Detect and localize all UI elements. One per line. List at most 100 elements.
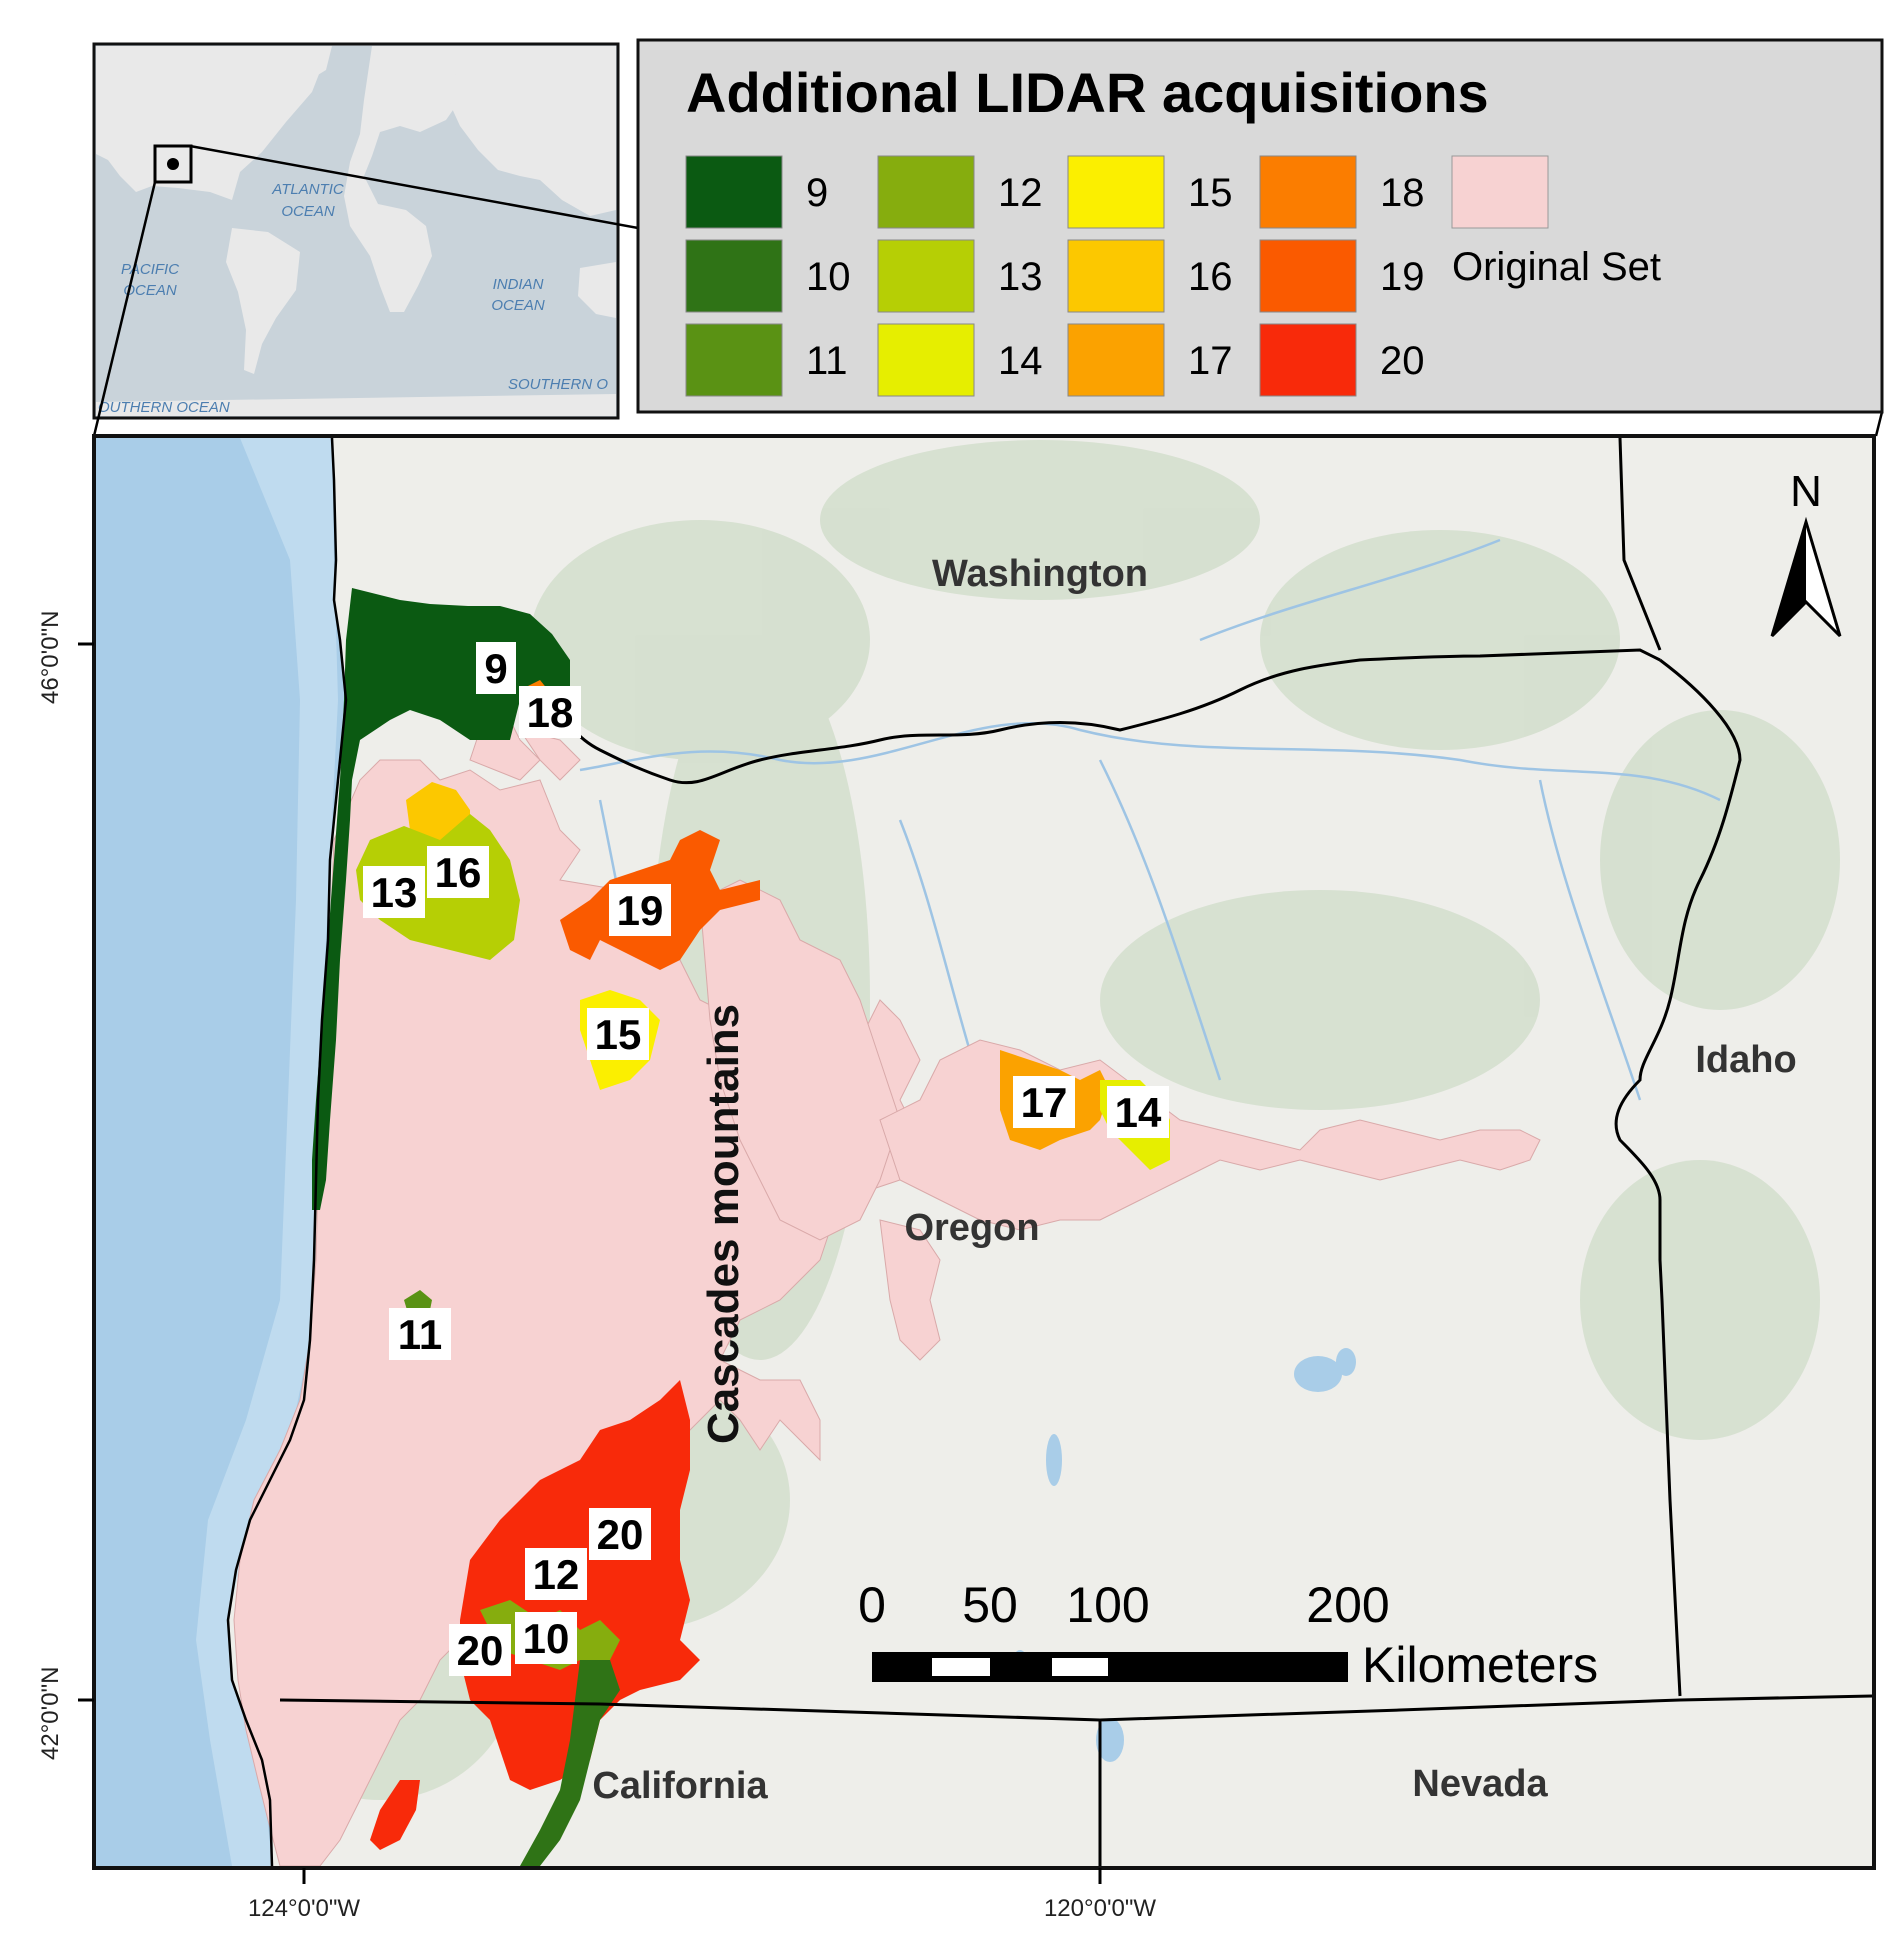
legend-label-9: 9 — [806, 171, 828, 215]
area-label-box-9 — [589, 1508, 651, 1560]
continental-shelf — [196, 438, 338, 1866]
area-label-14: 14 — [1115, 1089, 1162, 1136]
area-10 — [520, 1660, 620, 1866]
legend-title: Additional LIDAR acquisitions — [686, 61, 1489, 124]
graticule — [78, 642, 1102, 1884]
area-label-box-11 — [449, 1624, 511, 1676]
state-label-oregon: Oregon — [904, 1207, 1039, 1249]
inset-eurafrica — [344, 46, 470, 312]
legend-swatch-18 — [1259, 155, 1357, 229]
legend-swatch-13 — [877, 239, 975, 313]
legend-swatch-15 — [1067, 155, 1165, 229]
legend-label-17: 17 — [1188, 339, 1233, 383]
legend-swatch-10 — [685, 239, 783, 313]
legend-label-19: 19 — [1380, 255, 1425, 299]
original-set-cascades-ext — [699, 879, 901, 1241]
ocean-label-southern-left: OUTHERN OCEAN — [98, 399, 230, 416]
north-label: N — [1790, 467, 1822, 516]
scale-tick-0: 0 — [858, 1577, 886, 1633]
ocean-label-indian: INDIAN — [493, 276, 544, 293]
inset-antarctica — [96, 394, 616, 416]
state-label-idaho: Idaho — [1695, 1039, 1796, 1081]
coastline — [226, 438, 348, 1866]
border-or-id-snake — [1614, 658, 1742, 1697]
legend-swatch-9 — [685, 155, 783, 229]
area-20-sw — [370, 1780, 420, 1850]
area-label-box-6 — [1013, 1076, 1075, 1128]
inset-location-dot — [167, 158, 179, 170]
legend-label-15: 15 — [1188, 171, 1233, 215]
inset-australia — [578, 262, 616, 318]
scale-tick-50: 50 — [962, 1577, 1018, 1633]
legend-label-11: 11 — [806, 339, 848, 383]
border-columbia-river — [552, 648, 1661, 785]
area-label-box-12 — [515, 1612, 577, 1664]
scale-tick-200: 200 — [1306, 1577, 1389, 1633]
leader-line-right — [1874, 411, 1884, 437]
legend-label-16: 16 — [1188, 255, 1233, 299]
lon-label-124: 124°0'0"W — [248, 1895, 360, 1922]
legend-label-12: 12 — [998, 171, 1043, 215]
legend-label-14: 14 — [998, 339, 1043, 383]
scale-bar: 0 50 100 200 Kilometers — [858, 1577, 1598, 1693]
area-label-16: 16 — [435, 849, 482, 896]
lat-label-46: 46°0'0"N — [37, 611, 64, 704]
area-label-box-7 — [1107, 1086, 1169, 1138]
legend-panel: Additional LIDAR acquisitions 9 10 11 12 13 1… — [636, 38, 1884, 414]
main-map — [96, 438, 1872, 1866]
legend-swatch-original-set — [1451, 155, 1549, 229]
area-label-box-10 — [525, 1548, 587, 1600]
scale-tick-100: 100 — [1066, 1577, 1149, 1633]
area-label-box-0 — [476, 642, 516, 694]
area-label-12: 12 — [533, 1551, 580, 1598]
area-label-box-1 — [519, 686, 581, 738]
legend-swatch-11 — [685, 323, 783, 397]
area-label-19: 19 — [617, 887, 664, 934]
area-label-box-3 — [427, 846, 489, 898]
inset-greenland — [268, 46, 332, 86]
inset-south-america — [226, 228, 300, 374]
area-label-box-8 — [389, 1308, 451, 1360]
inset-asia — [450, 46, 616, 216]
legend-label-original-set: Original Set — [1452, 245, 1661, 289]
area-label-18: 18 — [527, 689, 574, 736]
leader-line-left — [92, 181, 157, 437]
north-arrow: N — [1770, 467, 1842, 638]
area-label-15: 15 — [595, 1011, 642, 1058]
legend-swatch-20 — [1259, 323, 1357, 397]
area-label-box-4 — [609, 884, 671, 936]
svg-text:OCEAN: OCEAN — [281, 203, 335, 220]
legend-swatch-17 — [1067, 323, 1165, 397]
border-or-ca-nv — [279, 1694, 1872, 1722]
scale-unit: Kilometers — [1362, 1637, 1598, 1693]
inset-world-map: ATLANTIC OCEAN PACIFIC OCEAN INDIAN OCEA… — [92, 42, 620, 420]
area-label-20: 20 — [457, 1627, 504, 1674]
legend-label-18: 18 — [1380, 171, 1425, 215]
area-label-17: 17 — [1021, 1079, 1068, 1126]
legend-swatch-16 — [1067, 239, 1165, 313]
area-label-20: 20 — [597, 1511, 644, 1558]
area-label-9: 9 — [484, 645, 507, 692]
pacific-ocean — [96, 438, 346, 1866]
area-label-11: 11 — [398, 1311, 442, 1358]
area-label-box-5 — [587, 1008, 649, 1060]
state-label-washington: Washington — [932, 553, 1148, 595]
ocean-label-pacific: PACIFIC — [121, 261, 179, 278]
state-label-california: California — [592, 1765, 768, 1807]
main-map-frame — [92, 434, 1876, 1870]
legend-label-20: 20 — [1380, 339, 1425, 383]
state-borders — [279, 438, 1872, 1866]
lon-label-120: 120°0'0"W — [1044, 1895, 1156, 1922]
state-label-nevada: Nevada — [1412, 1763, 1548, 1805]
area-label-10: 10 — [523, 1615, 570, 1662]
original-set-oregon-central — [879, 1219, 941, 1361]
legend-swatch-19 — [1259, 239, 1357, 313]
area-label-13: 13 — [371, 869, 418, 916]
ocean-label-atlantic: ATLANTIC — [271, 181, 344, 198]
svg-text:OCEAN: OCEAN — [491, 297, 545, 314]
legend-label-13: 13 — [998, 255, 1043, 299]
original-set-corner — [518, 729, 581, 781]
legend-label-10: 10 — [806, 255, 851, 299]
svg-text:OCEAN: OCEAN — [123, 282, 177, 299]
